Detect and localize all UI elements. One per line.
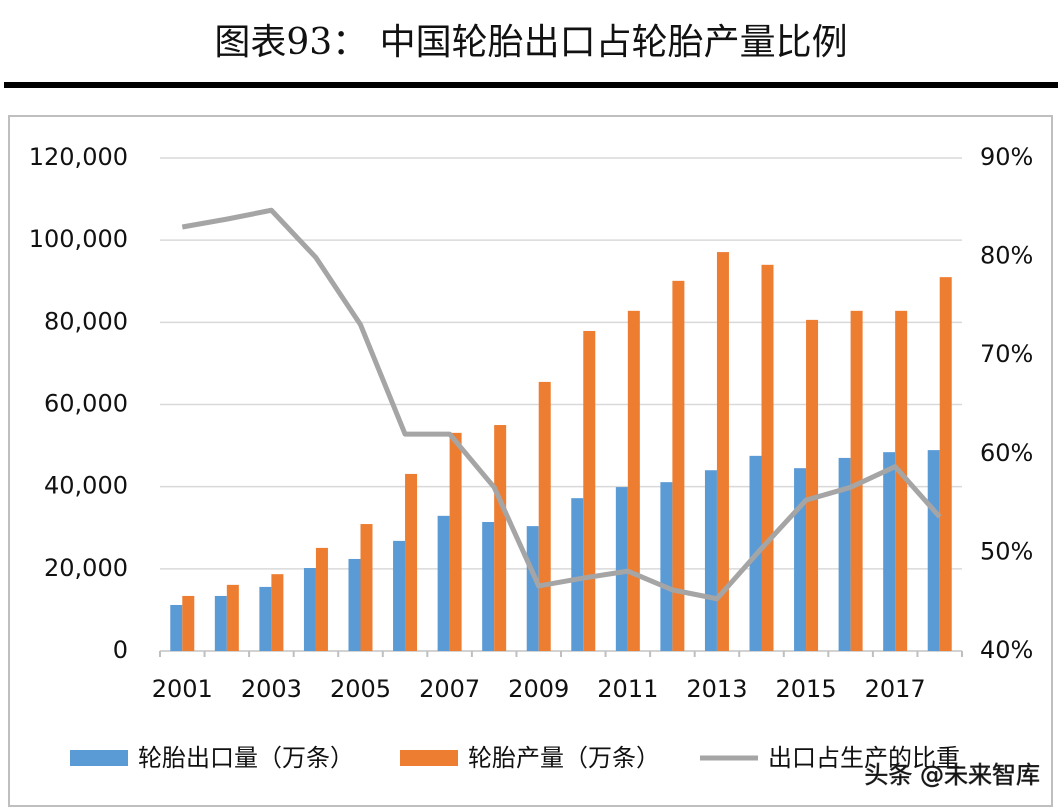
watermark: 头条 @未来智库 bbox=[864, 761, 1040, 789]
bar bbox=[895, 310, 908, 651]
bar bbox=[660, 482, 673, 651]
bar bbox=[672, 280, 685, 651]
bar bbox=[482, 521, 495, 651]
y2-tick-label: 60% bbox=[980, 439, 1033, 467]
y2-tick-label: 50% bbox=[980, 537, 1033, 565]
legend-swatch bbox=[70, 750, 128, 766]
y-tick-label: 20,000 bbox=[44, 554, 128, 582]
bar bbox=[315, 547, 328, 651]
x-tick-label: 2017 bbox=[865, 675, 926, 703]
bar bbox=[538, 381, 551, 651]
bar bbox=[405, 473, 418, 651]
y-tick-label: 0 bbox=[113, 636, 128, 664]
bar bbox=[170, 604, 183, 651]
bar bbox=[761, 264, 774, 651]
bar bbox=[571, 498, 584, 651]
bar bbox=[393, 540, 406, 651]
x-tick-label: 2011 bbox=[597, 675, 658, 703]
legend-label: 轮胎产量（万条） bbox=[468, 744, 660, 772]
bar bbox=[806, 319, 819, 651]
bar bbox=[716, 252, 729, 652]
bar bbox=[182, 595, 195, 651]
x-tick-label: 2007 bbox=[419, 675, 480, 703]
x-tick-label: 2005 bbox=[330, 675, 391, 703]
bar bbox=[348, 558, 361, 651]
title-rule bbox=[4, 82, 1058, 88]
bar bbox=[704, 470, 717, 651]
bar bbox=[449, 432, 462, 651]
bar bbox=[494, 425, 507, 651]
chart-title: 图表93： 中国轮胎出口占轮胎产量比例 bbox=[214, 22, 847, 63]
legend-label: 出口占生产的比重 bbox=[768, 744, 960, 772]
bar bbox=[939, 277, 952, 651]
y2-tick-label: 90% bbox=[980, 143, 1033, 171]
bar bbox=[259, 586, 272, 651]
y-tick-label: 100,000 bbox=[29, 225, 128, 253]
bar bbox=[850, 310, 863, 651]
x-tick-label: 2015 bbox=[776, 675, 837, 703]
x-tick-label: 2009 bbox=[508, 675, 569, 703]
bar bbox=[883, 452, 896, 651]
x-tick-label: 2003 bbox=[241, 675, 302, 703]
y-tick-label: 40,000 bbox=[44, 472, 128, 500]
chart-frame bbox=[8, 115, 1053, 807]
bar bbox=[583, 330, 596, 651]
y-tick-label: 120,000 bbox=[29, 143, 128, 171]
bar bbox=[271, 574, 284, 651]
bar bbox=[437, 515, 450, 651]
x-tick-label: 2001 bbox=[152, 675, 213, 703]
bar bbox=[214, 595, 227, 651]
bar bbox=[526, 526, 539, 651]
bar bbox=[360, 524, 373, 651]
y2-tick-label: 80% bbox=[980, 242, 1033, 270]
bar bbox=[927, 450, 940, 651]
legend-label: 轮胎出口量（万条） bbox=[138, 744, 354, 772]
bar bbox=[627, 310, 640, 651]
bar bbox=[794, 468, 807, 651]
legend-swatch bbox=[400, 750, 458, 766]
y2-tick-label: 70% bbox=[980, 340, 1033, 368]
x-tick-label: 2013 bbox=[686, 675, 747, 703]
bar bbox=[303, 568, 316, 651]
y2-tick-label: 40% bbox=[980, 636, 1033, 664]
bar bbox=[838, 457, 851, 651]
line bbox=[181, 207, 942, 602]
y-tick-label: 80,000 bbox=[44, 307, 128, 335]
bar bbox=[615, 487, 628, 651]
bar bbox=[226, 584, 239, 651]
y-tick-label: 60,000 bbox=[44, 390, 128, 418]
